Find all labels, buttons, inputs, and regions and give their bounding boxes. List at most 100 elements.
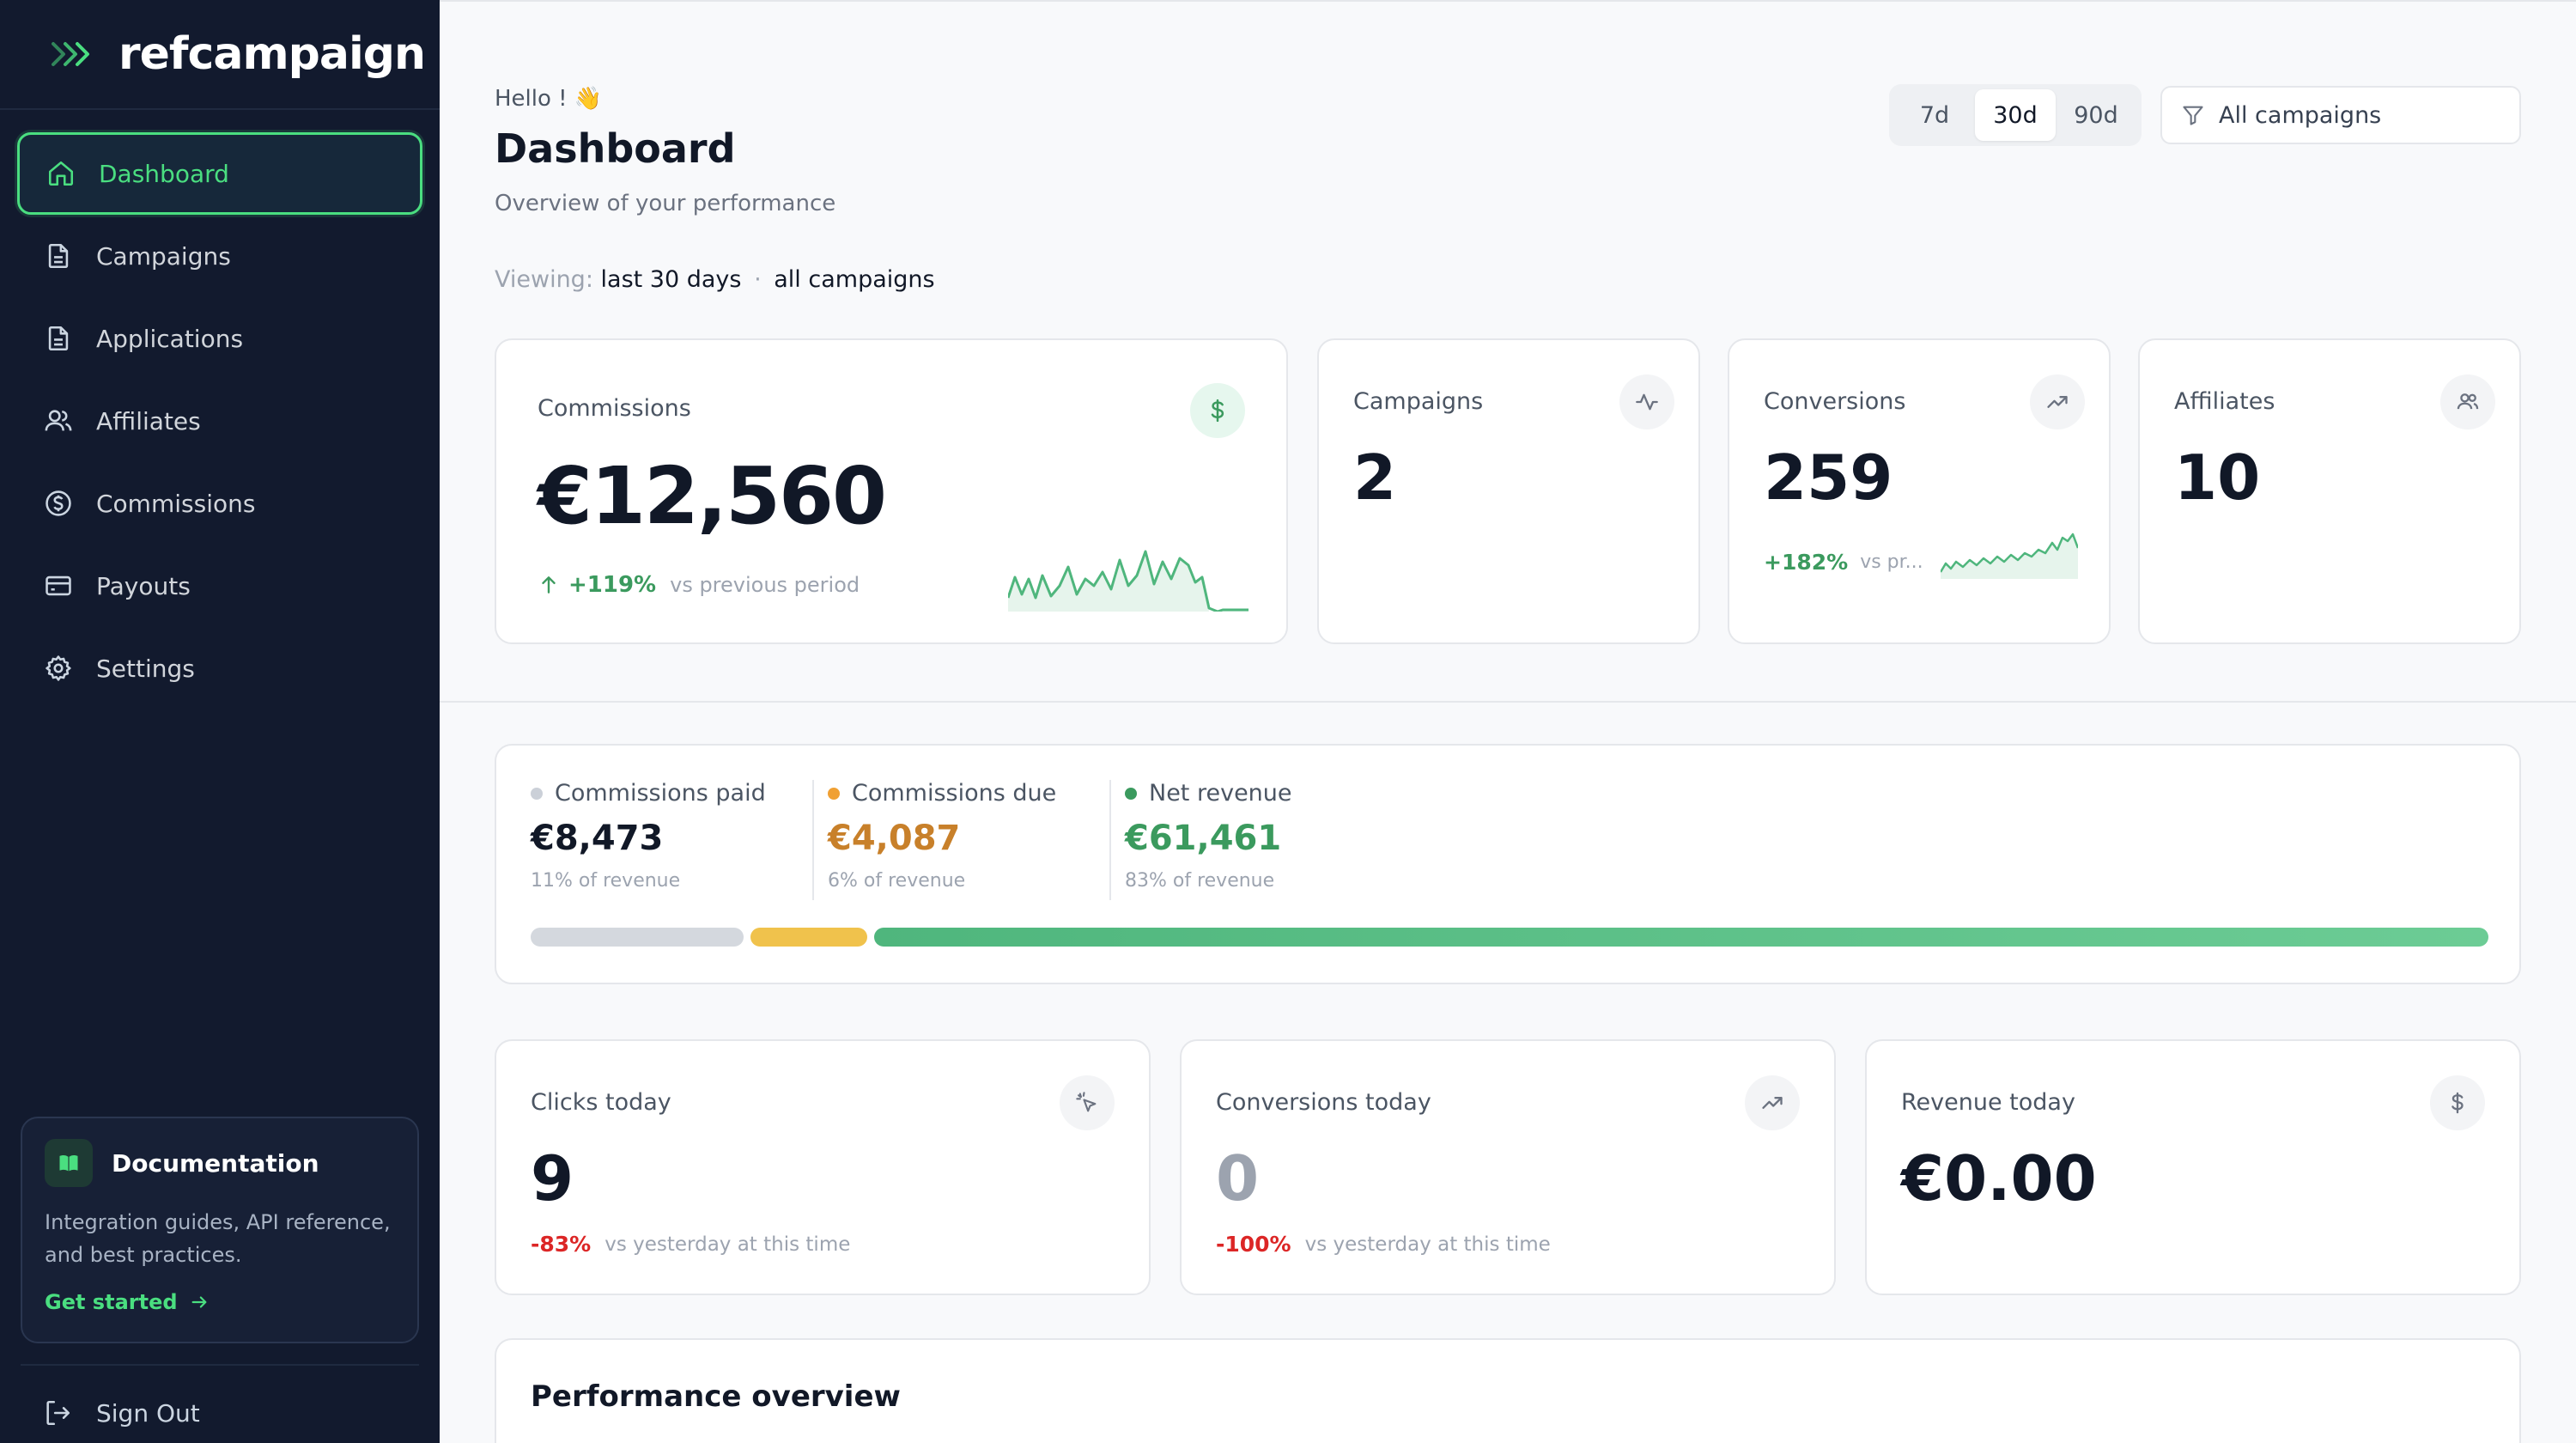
revenue-today-value: €0.00: [1901, 1142, 2097, 1215]
affiliates-value: 10: [2174, 441, 2261, 514]
clicks-today-delta: -83% vs yesterday at this time: [531, 1232, 850, 1257]
commissions-sparkline: [1008, 550, 1249, 612]
sidebar-item-label: Dashboard: [99, 159, 229, 188]
delta-value: +182%: [1764, 550, 1849, 575]
conversions-sparkline: [1941, 533, 2078, 579]
filter-icon: [2183, 106, 2203, 125]
viewing-separator: ·: [754, 266, 762, 293]
bar-segment-due: [750, 928, 867, 947]
range-7d-button[interactable]: 7d: [1919, 101, 1950, 129]
sidebar-item-label: Settings: [96, 654, 195, 683]
card-label: Conversions today: [1216, 1089, 1431, 1116]
activity-icon: [1619, 374, 1674, 429]
campaign-filter-select[interactable]: All campaigns: [2160, 86, 2521, 144]
section-divider: [440, 701, 2576, 703]
delta-note: vs previous period: [670, 573, 860, 597]
net-revenue-stat: Net revenue €61,461 83% of revenue: [1125, 780, 1292, 892]
stat-label: Net revenue: [1149, 780, 1292, 807]
conversions-today-value: 0: [1216, 1142, 1260, 1215]
conversions-today-card: Conversions today 0 -100% vs yesterday a…: [1180, 1039, 1836, 1295]
brand-name: refcampaign: [118, 28, 426, 80]
greeting: Hello ! 👋: [495, 86, 603, 112]
sidebar-item-dashboard[interactable]: Dashboard: [17, 132, 422, 215]
page-subtitle: Overview of your performance: [495, 191, 836, 216]
trending-up-icon: [2030, 374, 2085, 429]
documentation-card: Documentation Integration guides, API re…: [21, 1117, 419, 1343]
stat-divider: [1109, 780, 1111, 900]
delta-note: vs yesterday at this time: [1304, 1233, 1551, 1256]
sidebar-item-settings[interactable]: Settings: [17, 627, 422, 709]
range-90d-button[interactable]: 90d: [2074, 101, 2118, 129]
trending-up-icon: [1745, 1075, 1800, 1130]
performance-overview-card: Performance overview: [495, 1338, 2521, 1443]
card-label: Commissions: [538, 395, 691, 422]
get-started-link[interactable]: Get started: [45, 1290, 395, 1314]
campaigns-card: Campaigns 2: [1317, 338, 1700, 644]
delta-note: vs pr...: [1860, 551, 1923, 573]
main-content: Hello ! 👋 Dashboard Overview of your per…: [440, 0, 2576, 1443]
top-border: [440, 0, 2576, 2]
clicks-today-value: 9: [531, 1142, 574, 1215]
sidebar-item-commissions[interactable]: Commissions: [17, 462, 422, 545]
doc-title: Documentation: [112, 1148, 319, 1178]
doc-description: Integration guides, API reference, and b…: [45, 1210, 391, 1267]
log-out-icon: [46, 1400, 70, 1426]
bar-segment-net: [874, 928, 2488, 947]
stat-value: €8,473: [531, 819, 664, 858]
sidebar-nav: Dashboard Campaigns Applications Affilia…: [0, 110, 440, 709]
campaigns-value: 2: [1353, 441, 1397, 514]
revenue-today-card: Revenue today €0.00: [1865, 1039, 2521, 1295]
get-started-label: Get started: [45, 1290, 178, 1314]
legend-dot-net: [1125, 787, 1137, 800]
conversions-delta: +182% vs pr...: [1764, 550, 1923, 575]
dollar-icon: [2430, 1075, 2485, 1130]
stat-label: Commissions due: [852, 780, 1057, 807]
gear-icon: [43, 653, 74, 684]
users-icon: [43, 405, 74, 436]
dollar-icon: [1190, 383, 1245, 438]
viewing-prefix: Viewing:: [495, 266, 593, 293]
clicks-today-card: Clicks today 9 -83% vs yesterday at this…: [495, 1039, 1151, 1295]
sign-out-button[interactable]: Sign Out: [43, 1398, 200, 1428]
stat-value: €4,087: [828, 819, 961, 858]
affiliates-card: Affiliates 10: [2138, 338, 2521, 644]
stat-sub: 83% of revenue: [1125, 870, 1275, 892]
brand[interactable]: refcampaign: [0, 0, 440, 110]
commissions-paid-stat: Commissions paid €8,473 11% of revenue: [531, 780, 766, 892]
conversions-today-delta: -100% vs yesterday at this time: [1216, 1232, 1551, 1257]
range-30d-button[interactable]: 30d: [1975, 89, 2056, 141]
sign-out-label: Sign Out: [96, 1398, 200, 1428]
stat-sub: 11% of revenue: [531, 870, 681, 892]
sidebar-item-label: Commissions: [96, 489, 256, 518]
sidebar-item-applications[interactable]: Applications: [17, 297, 422, 380]
stat-label: Commissions paid: [555, 780, 766, 807]
commissions-card: Commissions €12,560 +119% vs previous pe…: [495, 338, 1288, 644]
sidebar-item-payouts[interactable]: Payouts: [17, 545, 422, 627]
arrow-right-icon: [191, 1296, 206, 1308]
viewing-period: last 30 days: [600, 266, 742, 293]
card-label: Revenue today: [1901, 1089, 2075, 1116]
revenue-split-card: Commissions paid €8,473 11% of revenue C…: [495, 744, 2521, 984]
users-icon: [2440, 374, 2495, 429]
dollar-circle-icon: [43, 488, 74, 519]
card-icon: [43, 570, 74, 601]
sidebar: refcampaign Dashboard Campaigns Applicat…: [0, 0, 440, 1443]
viewing-summary: Viewing: last 30 days · all campaigns: [495, 266, 935, 293]
sidebar-item-affiliates[interactable]: Affiliates: [17, 380, 422, 462]
delta-value: -100%: [1216, 1232, 1291, 1257]
commissions-due-stat: Commissions due €4,087 6% of revenue: [828, 780, 1056, 892]
viewing-scope: all campaigns: [774, 266, 935, 293]
home-icon: [46, 158, 76, 189]
sidebar-item-campaigns[interactable]: Campaigns: [17, 215, 422, 297]
date-range-toggle: 7d 30d 90d: [1889, 84, 2142, 146]
sidebar-item-label: Affiliates: [96, 406, 201, 435]
commissions-delta: +119% vs previous period: [538, 572, 860, 598]
stat-value: €61,461: [1125, 819, 1282, 858]
cursor-click-icon: [1060, 1075, 1115, 1130]
card-label: Campaigns: [1353, 388, 1484, 415]
delta-note: vs yesterday at this time: [605, 1233, 851, 1256]
conversions-value: 259: [1764, 441, 1893, 514]
campaign-filter-value: All campaigns: [2219, 101, 2382, 129]
sidebar-item-label: Campaigns: [96, 241, 231, 271]
delta-value: +119%: [568, 572, 657, 598]
